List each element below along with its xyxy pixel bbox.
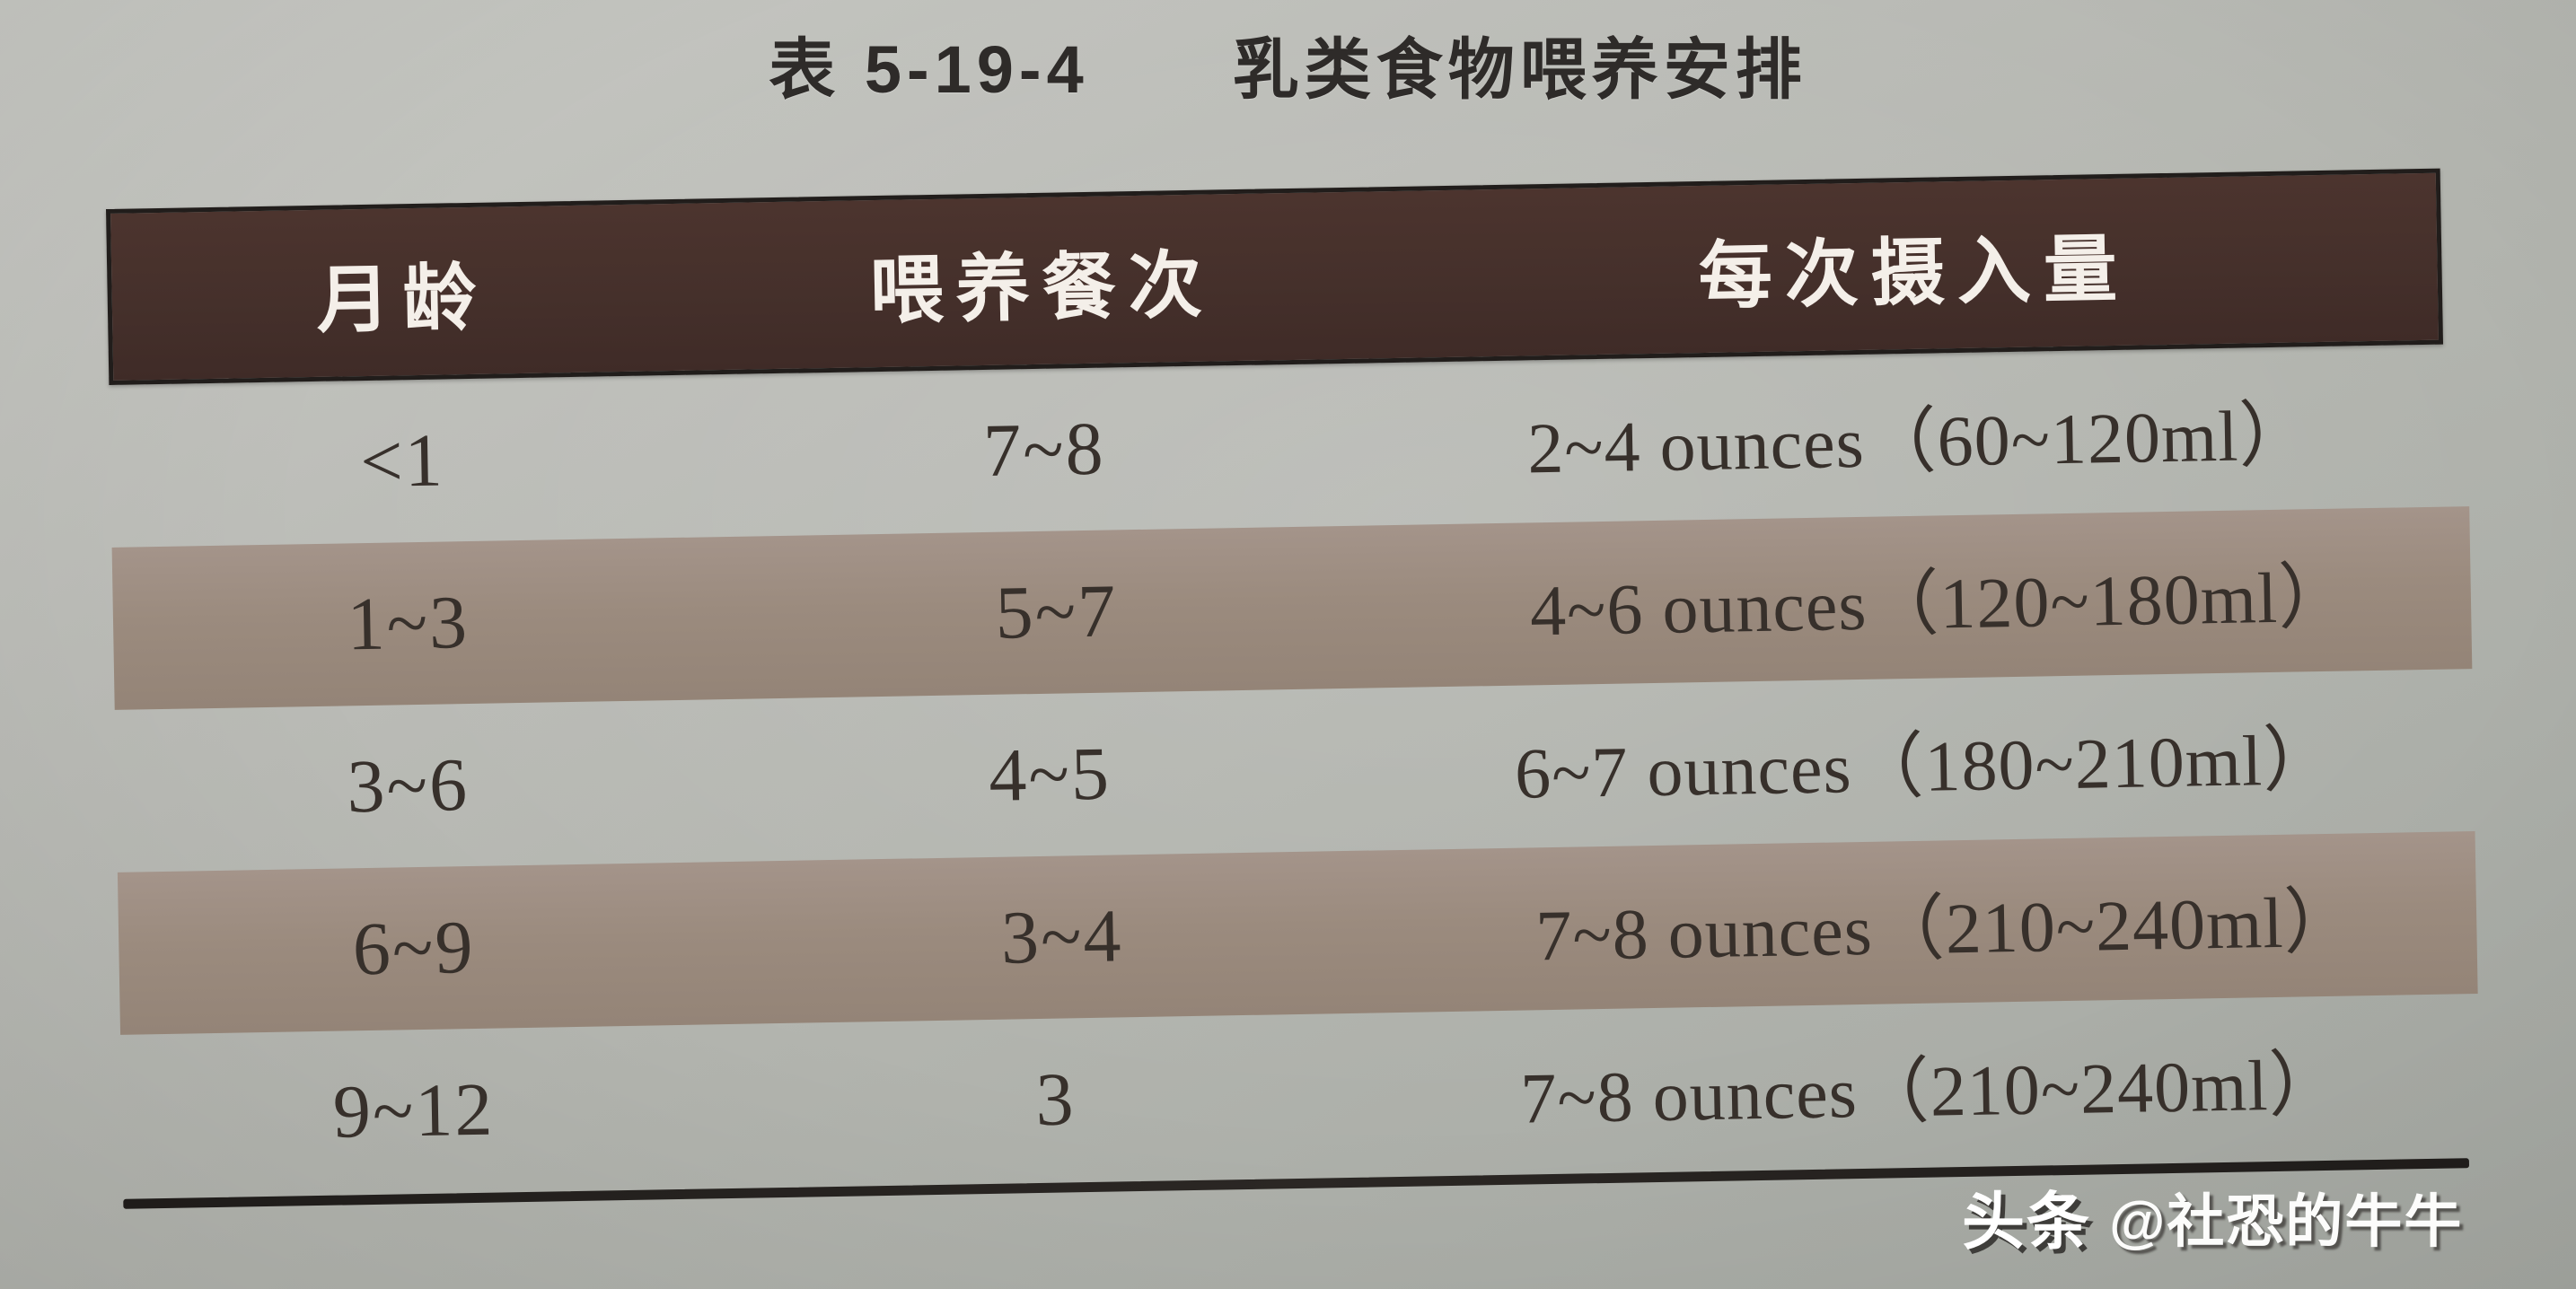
table-title: 表 5-19-4 乳类食物喂养安排 <box>769 32 1807 107</box>
cell-intake: 7~8 ounces（210~240ml） <box>1534 881 2358 976</box>
column-header-age: 月龄 <box>315 257 490 342</box>
cell-intake: 6~7 ounces（180~210ml） <box>1514 720 2336 814</box>
cell-meals: 3 <box>1034 1057 1077 1143</box>
watermark-brand-toutiao: 头条 <box>1962 1187 2091 1257</box>
milk-feeding-table: 月龄 喂养餐次 每次摄入量 <1 7~8 2~4 ounces（60~120ml… <box>106 168 2478 1209</box>
cell-age: 9~12 <box>332 1067 496 1154</box>
cell-age: 6~9 <box>352 905 476 992</box>
column-header-meals: 喂养餐次 <box>868 243 1216 332</box>
cell-meals: 5~7 <box>994 569 1118 655</box>
cell-age: <1 <box>359 418 445 504</box>
cell-intake: 4~6 ounces（120~180ml） <box>1529 557 2352 651</box>
cell-age: 3~6 <box>346 743 470 829</box>
cell-intake: 2~4 ounces（60~120ml） <box>1526 395 2313 488</box>
cell-meals: 7~8 <box>982 407 1106 493</box>
cell-age: 1~3 <box>346 581 470 667</box>
cell-meals: 4~5 <box>988 732 1112 818</box>
cell-meals: 3~4 <box>1000 894 1124 980</box>
watermark: 头条 @社恐的牛牛 <box>1962 1171 2463 1262</box>
cell-intake: 7~8 ounces（210~240ml） <box>1519 1045 2343 1139</box>
watermark-author-handle: @社恐的牛牛 <box>2109 1188 2464 1254</box>
column-header-intake: 每次摄入量 <box>1698 228 2131 318</box>
